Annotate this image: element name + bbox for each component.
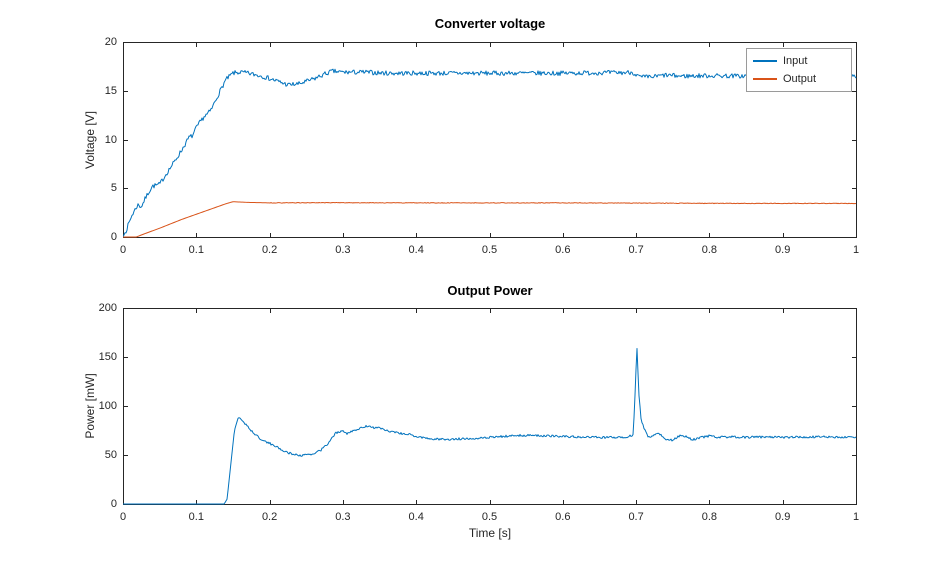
y-tick-label: 50 — [104, 449, 117, 461]
x-tick-label: 0.4 — [408, 244, 424, 256]
x-tick-label: 0.1 — [188, 244, 204, 256]
input-line-swatch — [753, 60, 777, 62]
chart-title-converter-voltage: Converter voltage — [434, 16, 546, 31]
x-tick-label: 0.7 — [628, 244, 644, 256]
legend-label-output: Output — [783, 73, 817, 85]
x-tick-label: 0.3 — [335, 244, 351, 256]
x-tick-label: 0.7 — [628, 511, 644, 523]
x-tick-label: 0.1 — [188, 511, 204, 523]
y-tick-label: 20 — [104, 36, 117, 48]
x-tick-label: 0.2 — [261, 244, 278, 256]
x-axis-label-time: Time [s] — [468, 526, 512, 540]
output-line-swatch — [753, 78, 777, 80]
y-tick-label: 0 — [110, 231, 117, 243]
legend-label-input: Input — [783, 55, 808, 67]
x-tick-label: 1 — [852, 511, 860, 523]
y-tick-label: 200 — [98, 302, 117, 314]
x-tick-label: 0.8 — [701, 511, 718, 523]
y-tick-label: 10 — [104, 133, 117, 146]
x-tick-label: 0.6 — [555, 244, 571, 256]
x-tick-label: 0 — [119, 511, 127, 523]
x-tick-label: 0.4 — [408, 511, 424, 523]
plot-area-converter-voltage — [123, 42, 857, 238]
plot-area-output-power — [123, 308, 857, 505]
x-tick-label: 0.5 — [481, 244, 498, 256]
x-tick-label: 0.5 — [481, 511, 498, 523]
y-tick-label: 100 — [98, 400, 117, 412]
legend: Input Output — [746, 48, 852, 92]
x-tick-label: 0 — [119, 244, 127, 256]
x-tick-label: 0.9 — [775, 244, 791, 256]
x-tick-label: 0.8 — [701, 244, 718, 256]
legend-item-input: Input — [753, 52, 845, 70]
x-tick-label: 0.3 — [335, 511, 351, 523]
y-tick-label: 150 — [98, 351, 117, 363]
y-tick-label: 5 — [110, 182, 117, 195]
y-tick-label: 15 — [104, 84, 117, 97]
y-tick-label: 0 — [110, 498, 117, 510]
legend-item-output: Output — [753, 70, 845, 88]
chart-title-output-power: Output Power — [447, 283, 533, 298]
x-tick-label: 0.2 — [261, 511, 278, 523]
x-tick-label: 1 — [852, 244, 860, 256]
x-tick-label: 0.6 — [555, 511, 571, 523]
x-tick-label: 0.9 — [775, 511, 791, 523]
